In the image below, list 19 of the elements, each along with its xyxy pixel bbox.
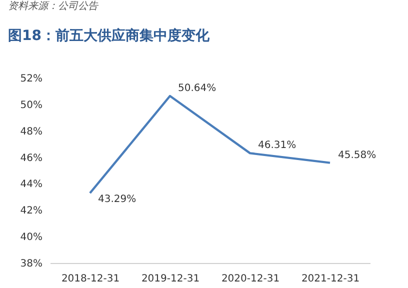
x-tick-label: 2019-12-31 [141,274,200,284]
data-label: 43.29% [98,194,136,206]
y-tick-label: 46% [20,152,42,164]
y-tick-label: 42% [20,206,42,217]
data-label: 46.31% [258,140,296,152]
y-tick-label: 48% [20,126,42,138]
y-tick-label: 38% [20,258,42,270]
y-tick-label: 50% [20,100,42,111]
text: 资料来源：公司公告 [8,0,99,12]
data-label: 45.58% [338,150,376,161]
y-tick-label: 52% [20,74,42,84]
data-label: 50.64% [178,82,216,94]
x-tick-label: 2021-12-31 [301,274,360,284]
y-tick-label: 40% [20,232,42,244]
y-tick-label: 44% [20,179,42,190]
line-series [88,94,332,194]
x-tick-label: 2020-12-31 [221,274,280,284]
x-tick-label: 2018-12-31 [61,274,120,284]
chart-title: 图18：前五大供应商集中度变化 [8,27,210,44]
